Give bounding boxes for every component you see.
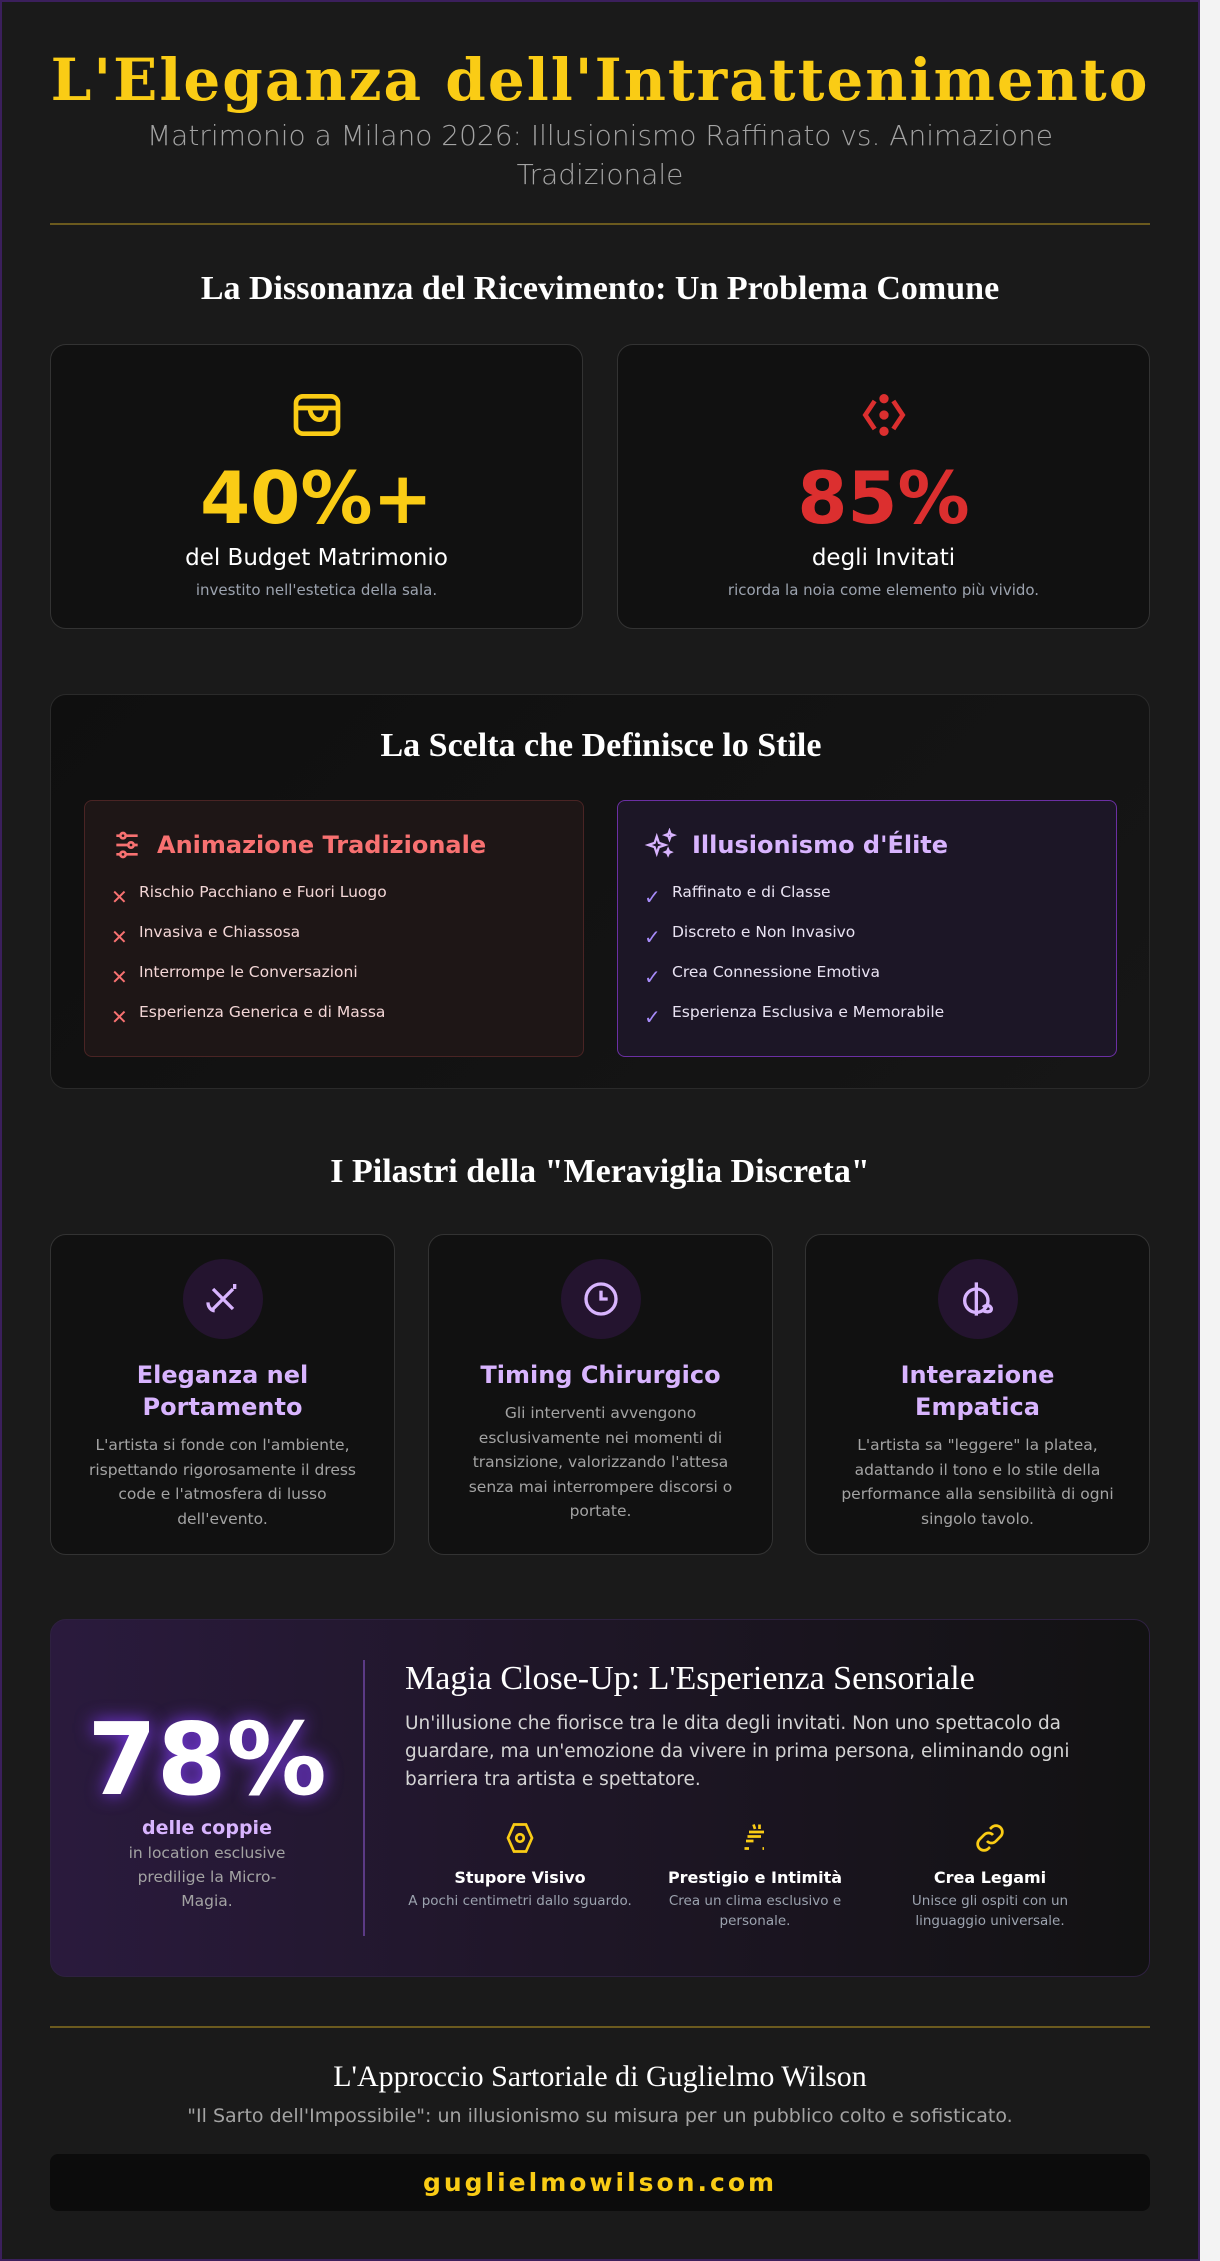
stat-card-guests: 85% degli Invitati ricorda la noia come … — [617, 344, 1150, 629]
vertical-divider — [363, 1660, 365, 1936]
x-icon: ✕ — [111, 925, 128, 949]
stat-label: degli Invitati — [811, 545, 956, 571]
feature-item: Crea Legami Unisce gli ospiti con un lin… — [875, 1820, 1105, 1931]
footer-title: L'Approccio Sartoriale di Guglielmo Wils… — [333, 2060, 867, 2093]
pillar-card: Interazione Empatica L'artista sa "legge… — [805, 1234, 1150, 1555]
list-item: ✕ Esperienza Generica e di Massa — [111, 1003, 386, 1029]
link-icon — [976, 1824, 1004, 1852]
comparison-section: La Scelta che Definisce lo Stile Animazi… — [50, 694, 1150, 1089]
check-icon: ✓ — [644, 1005, 661, 1029]
sliders-icon — [116, 831, 138, 859]
stat-card-budget: 40%+ del Budget Matrimonio investito nel… — [50, 344, 583, 629]
stat-value: 85% — [797, 456, 970, 540]
traditional-card: Animazione Tradizionale ✕ Rischio Pacchia… — [84, 800, 584, 1057]
section-title-comparison: La Scelta che Definisce lo Stile — [380, 727, 822, 764]
list-item: ✓ Raffinato e di Classe — [644, 883, 831, 909]
list-item: ✓ Esperienza Esclusiva e Memorabile — [644, 1003, 945, 1029]
closeup-text: Un'illusione che fiorisce tra le dita de… — [405, 1713, 1070, 1790]
stat-value: 40%+ — [200, 456, 433, 540]
page-subtitle: Matrimonio a Milano 2026: Illusionismo R… — [147, 119, 1053, 191]
list-item: ✕ Interrompe le Conversazioni — [111, 963, 358, 989]
divider — [50, 2026, 1150, 2028]
feature-item: Prestigio e Intimità Crea un clima esclu… — [640, 1820, 870, 1931]
pillar-desc: L'artista sa "leggere" la platea, adatta… — [841, 1436, 1114, 1528]
hexagon-icon — [506, 1823, 534, 1853]
champagne-icon — [744, 1824, 764, 1850]
stat-sub: ricorda la noia come elemento più vivido… — [727, 581, 1040, 599]
section-title-pillars: I Pilastri della "Meraviglia Discreta" — [330, 1153, 870, 1190]
boredom-icon — [862, 394, 905, 436]
stat-label: delle coppie — [142, 1817, 272, 1839]
stat-sub: in location esclusive predilige la Micro… — [128, 1844, 286, 1910]
pillar-desc: L'artista si fonde con l'ambiente, rispe… — [88, 1436, 357, 1528]
sparkles-icon — [644, 828, 678, 858]
page-title: L'Eleganza dell'Intrattenimento — [50, 46, 1150, 114]
pillar-title: Eleganza nel Portamento — [136, 1361, 309, 1421]
list-item: ✕ Rischio Pacchiano e Fuori Luogo — [111, 883, 387, 909]
brain-heart-icon — [962, 1282, 993, 1316]
stat-value: 78% — [87, 1701, 327, 1818]
check-icon: ✓ — [644, 965, 661, 989]
x-icon: ✕ — [111, 1005, 128, 1029]
pillar-title: Interazione Empatica — [900, 1361, 1055, 1421]
divider — [50, 223, 1150, 225]
closeup-title: Magia Close-Up: L'Esperienza Sensoriale — [405, 1660, 975, 1697]
traditional-title: Animazione Tradizionale — [157, 831, 487, 859]
check-icon: ✓ — [644, 885, 661, 909]
stat-sub: investito nell'estetica della sala. — [195, 581, 438, 599]
clock-icon — [583, 1282, 618, 1316]
pillar-desc: Gli interventi avvengono esclusivamente … — [468, 1404, 733, 1520]
wallet-icon — [293, 394, 340, 436]
check-icon: ✓ — [644, 925, 661, 949]
pillar-card: Eleganza nel Portamento L'artista si fon… — [50, 1234, 395, 1555]
pillar-title: Timing Chirurgico — [480, 1361, 721, 1389]
feature-item: Stupore Visivo A pochi centimetri dallo … — [405, 1820, 635, 1911]
pillar-card: Timing Chirurgico Gli interventi avvengo… — [428, 1234, 773, 1555]
closeup-stat: 78% delle coppie in location esclusive p… — [51, 1620, 363, 1976]
section-title-problem: La Dissonanza del Ricevimento: Un Proble… — [200, 270, 1000, 307]
elite-card: Illusionismo d'Élite ✓ Raffinato e di Cla… — [617, 800, 1117, 1057]
list-item: ✕ Invasiva e Chiassosa — [111, 923, 301, 949]
elite-title: Illusionismo d'Élite — [692, 831, 949, 859]
website-link[interactable]: guglielmowilson.com — [50, 2154, 1150, 2211]
magic-wand-icon — [205, 1284, 236, 1313]
footer-subtitle: "Il Sarto dell'Impossibile": un illusion… — [187, 2105, 1013, 2127]
stat-label: del Budget Matrimonio — [185, 545, 448, 571]
list-item: ✓ Crea Connessione Emotiva — [644, 963, 880, 989]
x-icon: ✕ — [111, 965, 128, 989]
list-item: ✓ Discreto e Non Invasivo — [644, 923, 856, 949]
x-icon: ✕ — [111, 885, 128, 909]
closeup-section: 78% delle coppie in location esclusive p… — [50, 1619, 1150, 1977]
